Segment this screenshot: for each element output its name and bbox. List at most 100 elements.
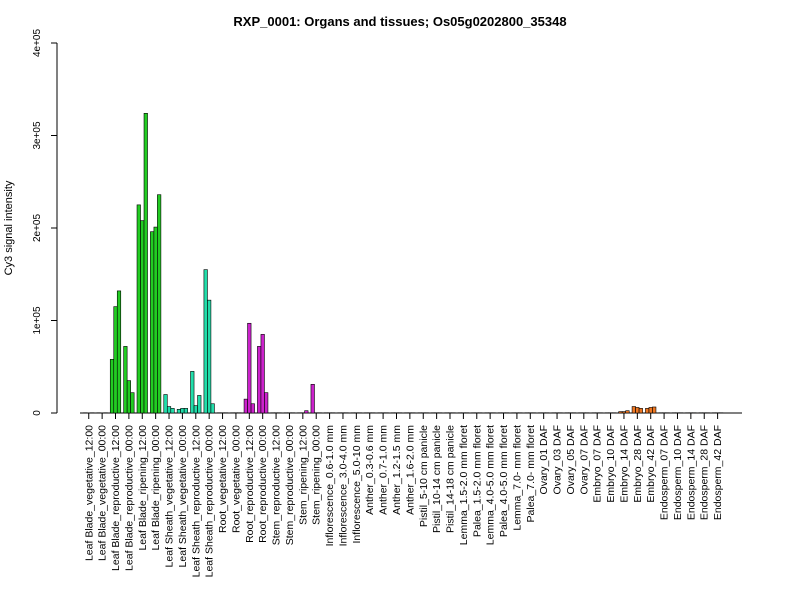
bar — [244, 399, 248, 413]
x-category-label: Anther_0.3-0.6 mm — [364, 425, 376, 515]
y-axis-label: Cy3 signal intensity — [3, 180, 15, 275]
bar — [264, 393, 268, 413]
bar — [167, 407, 171, 413]
y-tick-label: 4e+05 — [32, 29, 43, 58]
bar — [632, 407, 636, 413]
y-tick-label: 2e+05 — [32, 214, 43, 243]
chart-title: RXP_0001: Organs and tissues; Os05g02028… — [233, 14, 566, 29]
x-category-label: Root_vegetative_00:00 — [230, 425, 242, 533]
bar — [204, 270, 208, 413]
x-category-label: Stem_ripening_00:00 — [311, 425, 323, 525]
bar — [639, 408, 643, 413]
bar — [110, 359, 114, 413]
x-category-label: Stem_reproductive_12:00 — [271, 425, 283, 545]
bar — [124, 346, 128, 413]
x-category-label: Leaf Sheath_reproductive_12:00 — [190, 425, 202, 578]
y-axis-ticks: 0 1e+05 2e+05 3e+05 4e+05 — [32, 29, 57, 416]
x-category-label: Leaf Sheath_reproductive_00:00 — [204, 425, 216, 578]
bar — [636, 407, 640, 413]
y-tick-label: 3e+05 — [32, 121, 43, 150]
x-category-label: Leaf Sheath_vegetative_00:00 — [177, 425, 189, 568]
bar — [198, 395, 202, 413]
x-category-label: Leaf Blade_reproductive_12:00 — [110, 425, 122, 571]
y-tick-label: 0 — [32, 410, 43, 416]
x-category-label: Embryo_10 DAF — [605, 425, 617, 503]
x-category-label: Endosperm_42 DAF — [712, 425, 724, 520]
x-category-label: Root_vegetative_12:00 — [217, 425, 229, 533]
x-category-label: Anther_1.6-2.0 mm — [404, 425, 416, 515]
x-category-label: Lemma_4.0-5.0 mm floret — [485, 425, 497, 545]
x-category-label: Embryo_42 DAF — [645, 425, 657, 503]
bar — [171, 408, 175, 413]
x-category-label: Inflorescence_0.6-1.0 mm — [324, 425, 336, 547]
x-category-label: Inflorescence_5.0-10 mm — [351, 425, 363, 544]
x-category-label: Root_reproductive_12:00 — [244, 425, 256, 543]
x-category-label: Pistil_14-18 cm panicle — [445, 425, 457, 533]
x-category-label: Endosperm_28 DAF — [699, 425, 711, 520]
x-category-label: Ovary_01 DAF — [538, 425, 550, 494]
x-category-label: Anther_1.2-1.5 mm — [391, 425, 403, 515]
bar — [207, 300, 211, 413]
bar — [622, 412, 626, 413]
x-category-label: Ovary_03 DAF — [552, 425, 564, 494]
x-category-label: Palea_7.0- mm floret — [525, 425, 537, 523]
bar — [649, 407, 653, 413]
bar — [305, 411, 309, 413]
bar — [154, 227, 158, 413]
bar — [117, 291, 121, 413]
y-tick-label: 1e+05 — [32, 306, 43, 335]
x-category-label: Embryo_07 DAF — [592, 425, 604, 503]
x-category-label: Leaf Blade_vegetative_12:00 — [83, 425, 95, 561]
x-category-label: Palea_1.5-2.0 mm floret — [471, 425, 483, 537]
bar — [137, 205, 141, 413]
bar — [645, 408, 649, 413]
bar — [127, 381, 131, 413]
bar — [619, 412, 623, 413]
bar — [652, 407, 656, 413]
x-category-label: Leaf Sheath_vegetative_12:00 — [164, 425, 176, 568]
x-axis-ticks — [89, 413, 718, 419]
bars-group — [84, 113, 723, 413]
x-category-label: Endosperm_14 DAF — [685, 425, 697, 520]
bar — [251, 404, 255, 413]
x-category-label: Root_reproductive_00:00 — [257, 425, 269, 543]
bar — [211, 404, 215, 413]
x-category-label: Leaf Blade_reproductive_00:00 — [123, 425, 135, 571]
bar — [114, 307, 118, 413]
bar — [184, 408, 188, 413]
bar — [177, 409, 181, 413]
bar — [131, 393, 135, 413]
bar — [141, 221, 145, 413]
x-category-label: Inflorescence_3.0-4.0 mm — [337, 425, 349, 547]
x-category-label: Embryo_28 DAF — [632, 425, 644, 503]
x-category-label: Pistil_10-14 cm panicle — [431, 425, 443, 533]
x-category-label: Ovary_07 DAF — [578, 425, 590, 494]
x-category-label: Leaf Blade_ripening_12:00 — [137, 425, 149, 551]
bar — [257, 346, 261, 413]
bar — [194, 406, 198, 413]
bar — [626, 411, 630, 413]
x-category-label: Stem_reproductive_00:00 — [284, 425, 296, 545]
bar — [150, 232, 154, 413]
x-category-label: Embryo_14 DAF — [618, 425, 630, 503]
bar — [248, 323, 252, 413]
bar — [311, 384, 315, 413]
x-category-label: Leaf Blade_vegetative_00:00 — [97, 425, 109, 561]
bar — [191, 371, 195, 413]
x-category-label: Lemma_7.0- mm floret — [511, 425, 523, 531]
x-category-label: Endosperm_07 DAF — [659, 425, 671, 520]
bar — [181, 408, 185, 413]
x-category-label: Lemma_1.5-2.0 mm floret — [458, 425, 470, 545]
bar — [144, 113, 148, 413]
bar — [164, 395, 168, 414]
bar — [157, 195, 161, 413]
x-category-label: Anther_0.7-1.0 mm — [378, 425, 390, 515]
x-category-label: Stem_ripening_12:00 — [297, 425, 309, 525]
x-category-label: Pistil_5-10 cm panicle — [418, 425, 430, 527]
bar — [261, 334, 265, 413]
x-category-label: Leaf Blade_ripening_00:00 — [150, 425, 162, 551]
x-category-label: Endosperm_10 DAF — [672, 425, 684, 520]
